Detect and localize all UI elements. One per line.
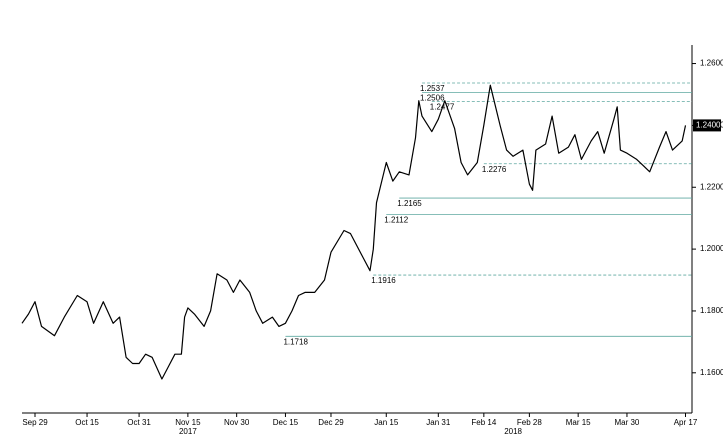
year-label: 2017 — [179, 427, 197, 436]
y-tick-label: 1.1600 — [700, 368, 723, 377]
x-tick-label: Oct 15 — [75, 418, 99, 427]
x-tick-label: Feb 14 — [471, 418, 496, 427]
x-tick-label: Jan 15 — [374, 418, 399, 427]
level-label: 1.1916 — [371, 276, 396, 285]
x-tick-label: Feb 28 — [517, 418, 542, 427]
level-label: 1.2276 — [482, 165, 507, 174]
x-tick-label: Dec 15 — [273, 418, 299, 427]
x-tick-label: Dec 29 — [318, 418, 344, 427]
x-tick-label: Nov 15 — [175, 418, 201, 427]
x-tick-label: Nov 30 — [224, 418, 250, 427]
y-tick-label: 1.2000 — [700, 244, 723, 253]
level-label: 1.2537 — [420, 84, 445, 93]
level-label: 1.2165 — [397, 199, 422, 208]
x-tick-label: Oct 31 — [127, 418, 151, 427]
x-tick-label: Sep 29 — [22, 418, 48, 427]
last-value-box — [693, 119, 721, 132]
y-tick-label: 1.2600 — [700, 59, 723, 68]
price-line — [21, 84, 687, 380]
level-label: 1.2506 — [420, 94, 445, 103]
y-tick-label: 1.1800 — [700, 306, 723, 315]
x-tick-label: Mar 30 — [614, 418, 639, 427]
x-tick-label: Apr 17 — [674, 418, 698, 427]
year-label: 2018 — [504, 427, 522, 436]
x-tick-label: Jan 31 — [426, 418, 451, 427]
x-tick-label: Mar 15 — [566, 418, 591, 427]
level-label: 1.1718 — [283, 337, 308, 346]
y-tick-label: 1.2200 — [700, 182, 723, 191]
level-label: 1.2112 — [384, 216, 408, 225]
last-value-label: 1.2400 — [696, 121, 721, 130]
